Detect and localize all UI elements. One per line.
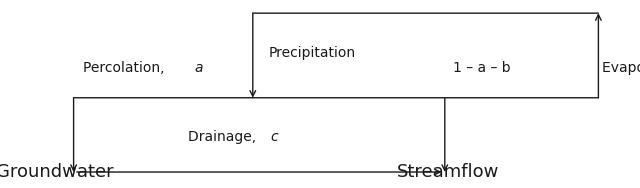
Text: a: a bbox=[194, 61, 202, 75]
Text: 1 – a – b: 1 – a – b bbox=[453, 61, 511, 75]
Text: c: c bbox=[271, 130, 278, 144]
Text: Precipitation: Precipitation bbox=[269, 46, 356, 60]
Text: Groundwater: Groundwater bbox=[0, 163, 113, 181]
Text: Drainage,: Drainage, bbox=[188, 130, 260, 144]
Text: Streamflow: Streamflow bbox=[397, 163, 499, 181]
Text: Percolation,: Percolation, bbox=[83, 61, 169, 75]
Text: Evapotranspiration,: Evapotranspiration, bbox=[602, 61, 640, 75]
